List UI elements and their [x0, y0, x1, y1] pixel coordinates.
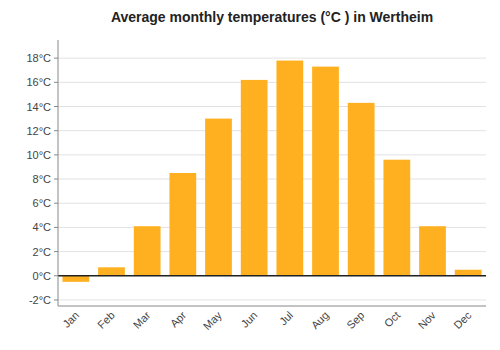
y-tick-label: 2°C: [33, 246, 52, 258]
bar: [62, 276, 89, 282]
x-tick-label: Feb: [95, 309, 117, 331]
grid-line: [58, 299, 486, 300]
bar: [134, 226, 161, 276]
bar: [455, 270, 482, 276]
y-grid: [58, 58, 486, 300]
tick-mark: [54, 299, 58, 300]
x-axis-line: [58, 306, 486, 307]
y-tick-label: 10°C: [26, 149, 51, 161]
y-tick-label: 8°C: [33, 173, 52, 185]
x-tick-label: Jan: [60, 309, 81, 330]
bar: [348, 103, 375, 276]
bar: [205, 119, 232, 276]
x-tick-label: May: [201, 309, 225, 333]
tick-mark: [54, 179, 58, 180]
x-tick-label: Oct: [382, 309, 403, 330]
y-tick-label: -2°C: [29, 294, 51, 306]
y-tick-label: 18°C: [26, 52, 51, 64]
bar: [169, 173, 196, 276]
x-tick-label: Dec: [451, 309, 474, 332]
tick-mark: [54, 275, 58, 276]
y-axis-line: [58, 40, 59, 306]
title: Average monthly temperatures (°C ) in We…: [111, 9, 433, 25]
x-tick-label: Sep: [344, 309, 366, 331]
x-tick-label: Mar: [131, 309, 153, 331]
bar: [383, 160, 410, 276]
y-tick-label: 16°C: [26, 76, 51, 88]
grid-line: [58, 179, 486, 180]
y-tick-label: 14°C: [26, 101, 51, 113]
grid-line: [58, 203, 486, 204]
grid-line: [58, 106, 486, 107]
grid-line: [58, 58, 486, 59]
bar: [276, 61, 303, 276]
y-tick-label: 4°C: [33, 221, 52, 233]
grid-line: [58, 130, 486, 131]
tick-mark: [54, 130, 58, 131]
tick-mark: [54, 58, 58, 59]
tick-mark: [54, 106, 58, 107]
tick-mark: [54, 82, 58, 83]
grid-line: [58, 82, 486, 83]
y-tick-label: 12°C: [26, 125, 51, 137]
x-tick-label: Jun: [239, 309, 260, 330]
bar: [419, 226, 446, 276]
x-tick-label: Aug: [309, 309, 331, 331]
bar: [241, 80, 268, 276]
x-tick-label: Nov: [416, 309, 439, 332]
zero-line: [58, 275, 486, 277]
tick-mark: [54, 154, 58, 155]
tick-mark: [54, 227, 58, 228]
grid-line: [58, 154, 486, 155]
x-tick-label: Apr: [168, 309, 189, 330]
bar: [312, 67, 339, 276]
bars: [62, 61, 481, 282]
chart-container: Average monthly temperatures (°C ) in We…: [0, 0, 500, 350]
y-axis-ticks: -2°C 0°C 2°C 4°C 6°C 8°C 10°C 12°C 14°C 16°C 18°C: [26, 52, 58, 306]
bar: [98, 267, 125, 275]
x-axis-ticks: Jan Feb Mar Apr May Jun Jul Aug Sep Oct Nov Dec: [60, 309, 474, 333]
y-tick-label: 0°C: [33, 270, 52, 282]
grid-line: [58, 275, 486, 276]
x-tick-label: Jul: [277, 309, 295, 327]
y-tick-label: 6°C: [33, 197, 52, 209]
chart-svg: Average monthly temperatures (°C ) in We…: [0, 0, 500, 350]
tick-mark: [54, 251, 58, 252]
tick-mark: [54, 203, 58, 204]
